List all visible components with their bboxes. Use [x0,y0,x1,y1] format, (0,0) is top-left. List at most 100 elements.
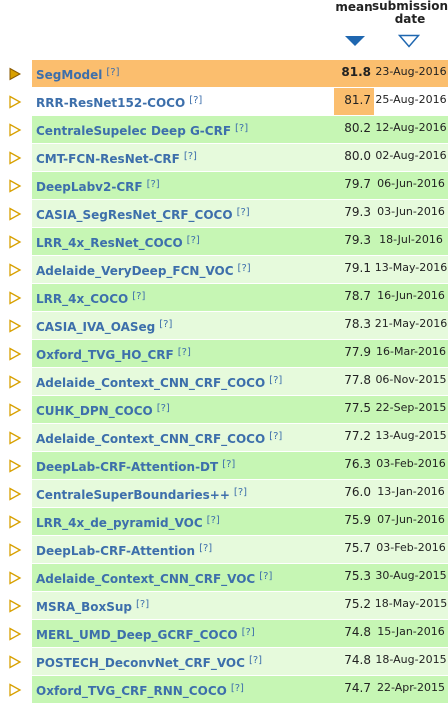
play-marker-icon[interactable] [8,151,22,165]
method-name-cell: LRR_4x_ResNet_COCO [?] [32,228,334,255]
method-name: MERL_UMD_Deep_GCRF_COCO [36,628,238,642]
method-link[interactable]: Adelaide_Context_CNN_CRF_COCO [?] [36,431,282,446]
method-name: LRR_4x_ResNet_COCO [36,236,183,250]
mean-value: 76.0 [334,480,374,507]
help-link[interactable]: [?] [269,375,283,386]
play-marker-icon[interactable] [8,207,22,221]
help-link[interactable]: [?] [106,67,120,78]
play-marker-icon[interactable] [8,431,22,445]
method-link[interactable]: CASIA_SegResNet_CRF_COCO [?] [36,207,250,222]
method-name: Oxford_TVG_CRF_RNN_COCO [36,684,227,698]
help-link[interactable]: [?] [177,347,191,358]
method-link[interactable]: LRR_4x_ResNet_COCO [?] [36,235,200,250]
play-marker-filled-icon[interactable] [8,67,22,81]
help-link[interactable]: [?] [233,487,248,498]
play-marker-icon[interactable] [8,571,22,585]
method-link[interactable]: DeepLab-CRF-Attention-DT [?] [36,459,235,474]
help-link[interactable]: [?] [230,683,244,694]
help-link[interactable]: [?] [186,235,200,246]
play-marker-icon[interactable] [8,487,22,501]
method-link[interactable]: CUHK_DPN_COCO [?] [36,403,170,418]
method-link[interactable]: POSTECH_DeconvNet_CRF_VOC [?] [36,655,262,670]
table-row: RRR-ResNet152-COCO [?] 81.7 25-Aug-2016 [0,88,448,116]
help-link[interactable]: [?] [206,515,220,526]
help-link[interactable]: [?] [236,207,250,218]
play-marker-icon[interactable] [8,123,22,137]
help-link[interactable]: [?] [222,459,236,470]
table-row: DeepLabv2-CRF [?] 79.7 06-Jun-2016 [0,172,448,200]
help-link[interactable]: [?] [136,599,150,610]
method-link[interactable]: RRR-ResNet152-COCO [?] [36,95,202,110]
method-name: CentraleSuperBoundaries++ [36,488,230,502]
method-link[interactable]: CentraleSuperBoundaries++ [?] [36,487,247,502]
mean-value: 77.5 [334,396,374,423]
help-link[interactable]: [?] [259,571,273,582]
submission-date: 16-Jun-2016 [374,284,448,311]
sort-ascending-icon[interactable] [398,34,420,48]
method-name: CentraleSupelec Deep G-CRF [36,124,232,138]
mean-value: 75.3 [334,564,374,591]
method-name-cell: CentraleSupelec Deep G-CRF [?] [32,116,334,143]
method-name-cell: MSRA_BoxSup [?] [32,592,334,619]
method-link[interactable]: CASIA_IVA_OASeg [?] [36,319,172,334]
method-link[interactable]: DeepLab-CRF-Attention [?] [36,543,212,558]
play-marker-icon[interactable] [8,683,22,697]
submission-date: 16-Mar-2016 [374,340,448,367]
method-name-cell: CASIA_IVA_OASeg [?] [32,312,334,339]
help-link[interactable]: [?] [248,655,263,666]
sort-descending-icon[interactable] [344,35,366,47]
submission-date-column-header[interactable]: submission date [372,0,448,26]
submission-date: 03-Feb-2016 [374,536,448,563]
help-link[interactable]: [?] [132,291,146,302]
play-marker-icon[interactable] [8,515,22,529]
play-marker-icon[interactable] [8,543,22,557]
play-marker-icon[interactable] [8,403,22,417]
table-row: LRR_4x_COCO [?] 78.7 16-Jun-2016 [0,284,448,312]
help-link[interactable]: [?] [183,151,197,162]
play-marker-icon[interactable] [8,599,22,613]
method-link[interactable]: SegModel [?] [36,67,120,82]
method-link[interactable]: LRR_4x_de_pyramid_VOC [?] [36,515,220,530]
submission-date: 06-Jun-2016 [374,172,448,199]
method-link[interactable]: Oxford_TVG_HO_CRF [?] [36,347,191,362]
method-name: CASIA_IVA_OASeg [36,320,156,334]
method-link[interactable]: Adelaide_VeryDeep_FCN_VOC [?] [36,263,251,278]
method-link[interactable]: CMT-FCN-ResNet-CRF [?] [36,151,197,166]
method-link[interactable]: CentraleSupelec Deep G-CRF [?] [36,123,248,138]
table-row: CMT-FCN-ResNet-CRF [?] 80.0 02-Aug-2016 [0,144,448,172]
play-marker-icon[interactable] [8,655,22,669]
method-link[interactable]: Oxford_TVG_CRF_RNN_COCO [?] [36,683,244,698]
method-link[interactable]: DeepLabv2-CRF [?] [36,179,160,194]
method-link[interactable]: MSRA_BoxSup [?] [36,599,149,614]
help-link[interactable]: [?] [269,431,283,442]
table-row: LRR_4x_de_pyramid_VOC [?] 75.9 07-Jun-2016 [0,508,448,536]
help-link[interactable]: [?] [189,95,203,106]
play-marker-icon[interactable] [8,235,22,249]
help-link[interactable]: [?] [199,543,213,554]
method-link[interactable]: Adelaide_Context_CNN_CRF_COCO [?] [36,375,282,390]
method-link[interactable]: LRR_4x_COCO [?] [36,291,145,306]
mean-column-header[interactable]: mean [335,0,373,14]
method-link[interactable]: MERL_UMD_Deep_GCRF_COCO [?] [36,627,255,642]
help-link[interactable]: [?] [159,319,173,330]
play-marker-icon[interactable] [8,459,22,473]
play-marker-icon[interactable] [8,375,22,389]
play-marker-icon[interactable] [8,263,22,277]
play-marker-icon[interactable] [8,291,22,305]
help-link[interactable]: [?] [241,627,255,638]
play-marker-icon[interactable] [8,627,22,641]
play-marker-icon[interactable] [8,347,22,361]
play-marker-icon[interactable] [8,319,22,333]
submission-date: 13-Jan-2016 [374,480,448,507]
method-name: DeepLab-CRF-Attention [36,544,196,558]
table-row: CentraleSuperBoundaries++ [?] 76.0 13-Jan-2… [0,480,448,508]
play-marker-icon[interactable] [8,95,22,109]
help-link[interactable]: [?] [146,179,160,190]
table-row: DeepLab-CRF-Attention [?] 75.7 03-Feb-2016 [0,536,448,564]
method-name: SegModel [36,68,103,82]
play-marker-icon[interactable] [8,179,22,193]
help-link[interactable]: [?] [156,403,170,414]
help-link[interactable]: [?] [237,263,251,274]
method-link[interactable]: Adelaide_Context_CNN_CRF_VOC [?] [36,571,272,586]
help-link[interactable]: [?] [235,123,249,134]
